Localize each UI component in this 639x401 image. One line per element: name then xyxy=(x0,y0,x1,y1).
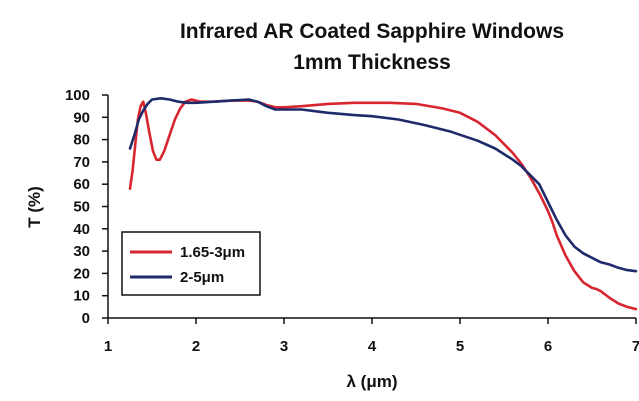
x-tick-label: 7 xyxy=(632,338,639,355)
y-tick-label: 60 xyxy=(73,176,90,193)
y-tick-label: 70 xyxy=(73,154,90,171)
y-axis-label: T (%) xyxy=(25,186,44,228)
series-line-1 xyxy=(128,98,638,311)
x-tick-label: 2 xyxy=(192,338,200,355)
x-tick-label: 4 xyxy=(368,338,377,355)
chart-title: Infrared AR Coated Sapphire Windows xyxy=(180,20,564,43)
legend: 1.65-3μm 2-5μm xyxy=(121,231,261,296)
legend-box xyxy=(121,231,261,296)
y-tick-label: 90 xyxy=(73,109,90,126)
y-tick-label: 100 xyxy=(65,87,90,104)
y-tick-label: 20 xyxy=(73,265,90,282)
x-tick-label: 1 xyxy=(104,338,112,355)
legend-label-2: 2-5μm xyxy=(180,269,224,286)
x-tick-label: 5 xyxy=(456,338,464,355)
y-tick-label: 80 xyxy=(73,132,90,149)
chart-subtitle: 1mm Thickness xyxy=(293,51,451,74)
x-axis-label: λ (μm) xyxy=(346,372,397,391)
y-tick-label: 40 xyxy=(73,221,90,238)
series-layer xyxy=(128,97,638,311)
y-tick-label: 30 xyxy=(73,243,90,260)
y-tick-label: 50 xyxy=(73,199,90,216)
x-tick-label: 6 xyxy=(544,338,552,355)
x-tick-label: 3 xyxy=(280,338,288,355)
legend-label-1: 1.65-3μm xyxy=(180,244,245,261)
legend-items: 1.65-3μm 2-5μm xyxy=(130,244,245,286)
y-tick-label: 0 xyxy=(82,310,90,327)
y-tick-label: 10 xyxy=(73,288,90,305)
series-line-2 xyxy=(128,97,638,273)
